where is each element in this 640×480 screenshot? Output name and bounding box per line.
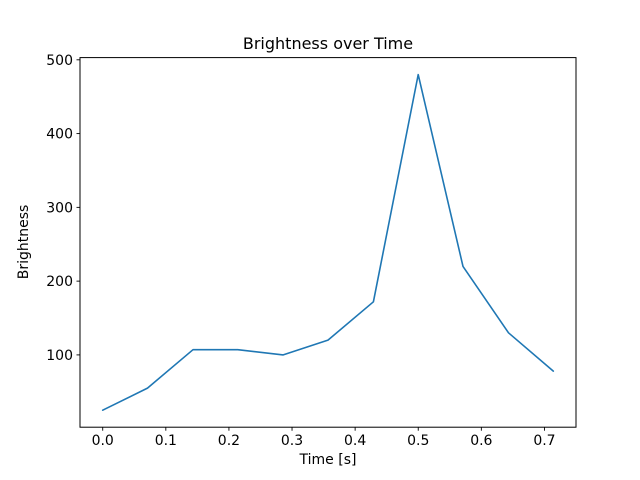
x-tick-label: 0.3 xyxy=(281,433,303,449)
y-tick-label: 300 xyxy=(46,200,73,216)
brightness-series-line xyxy=(101,73,555,412)
x-tick-label: 0.7 xyxy=(533,433,555,449)
y-tick-label: 200 xyxy=(46,274,73,290)
axes-spines xyxy=(79,57,577,428)
x-tick-label: 0.4 xyxy=(344,433,366,449)
x-tick-label: 0.6 xyxy=(470,433,492,449)
x-tick-label: 0.5 xyxy=(407,433,429,449)
y-axis-label: Brightness xyxy=(16,205,32,280)
x-tick-label: 0.0 xyxy=(92,433,114,449)
x-tick-label: 0.2 xyxy=(218,433,240,449)
x-tick-label: 0.1 xyxy=(155,433,177,449)
y-tick-label: 500 xyxy=(46,53,73,69)
chart-title: Brightness over Time xyxy=(243,34,413,53)
y-tick-label: 100 xyxy=(46,348,73,364)
x-axis-label: Time [s] xyxy=(299,452,357,468)
y-tick-label: 400 xyxy=(46,127,73,143)
